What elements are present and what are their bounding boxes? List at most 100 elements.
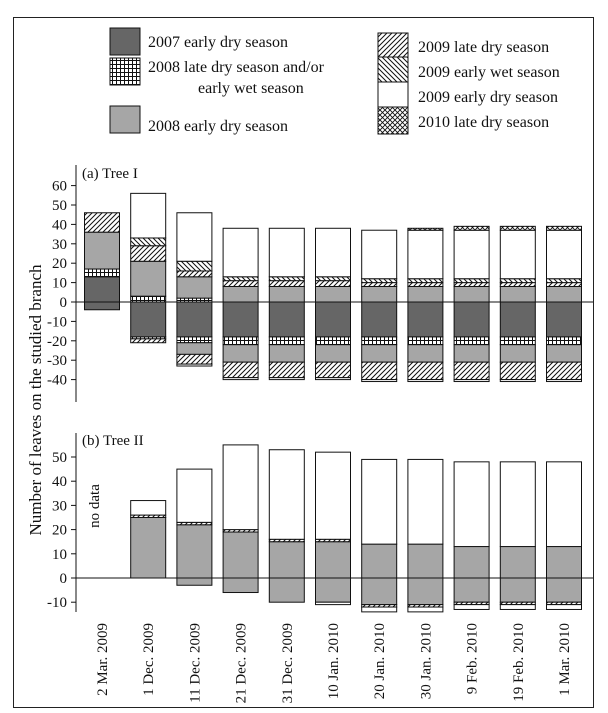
bar-seg-tree1-0-neg-e07 — [84, 301, 120, 311]
bar-seg-tree1-3-neg-l08 — [222, 336, 259, 346]
bar-seg-tree1-5-neg-l08 — [315, 336, 351, 346]
bar-seg-tree1-8-neg-e07 — [453, 301, 490, 338]
bar-seg-tree2-6-pos-e08 — [361, 543, 398, 579]
bar-seg-tree1-4-neg-l09 — [268, 361, 305, 379]
panel-label-tree1: (a) Tree I — [82, 166, 138, 182]
bar-seg-tree1-1-neg-l09 — [130, 338, 167, 344]
bar-seg-tree1-6-neg-l08 — [361, 336, 398, 346]
x-tick-label-7: 30 Jan. 2010 — [418, 623, 434, 699]
bar-seg-tree1-7-pos-l10 — [407, 227, 444, 231]
bar-seg-tree1-1-pos-l09 — [130, 245, 167, 262]
bar-seg-tree2-10-neg-e08 — [546, 577, 582, 603]
y-tick-label-tree1-60: 60 — [52, 179, 67, 195]
bar-seg-tree2-2-pos-d09 — [176, 468, 213, 523]
x-tick-label-1: 1 Dec. 2009 — [141, 623, 157, 696]
bar-seg-tree2-2-neg-e08 — [176, 577, 213, 586]
bar-seg-tree1-5-pos-w09 — [315, 276, 351, 282]
bar-seg-tree2-7-neg-e08 — [407, 577, 444, 606]
bar-seg-tree1-2-pos-w09 — [176, 260, 213, 272]
bar-seg-tree1-6-neg-d09 — [361, 379, 398, 383]
y-tick-label-tree1-10: 10 — [52, 276, 67, 292]
bar-seg-tree1-2-neg-e07 — [176, 301, 213, 338]
bar-seg-tree1-3-pos-l09 — [222, 280, 259, 287]
bars-tree1 — [84, 192, 582, 383]
y-tick-label-tree1--10: -10 — [47, 314, 67, 330]
x-tick-label-2: 11 Dec. 2009 — [187, 623, 203, 703]
bar-seg-tree1-7-pos-d09 — [407, 229, 444, 280]
bar-seg-tree2-6-pos-d09 — [361, 458, 398, 545]
x-tick-label-10: 1 Mar. 2010 — [557, 623, 573, 696]
bar-seg-tree1-0-pos-e08 — [84, 231, 120, 270]
bar-seg-tree1-5-pos-e08 — [315, 285, 351, 303]
bar-seg-tree1-6-pos-e08 — [361, 285, 398, 303]
bar-seg-tree1-2-pos-l08 — [176, 297, 213, 303]
bar-seg-tree2-6-neg-e08 — [361, 577, 398, 606]
bar-seg-tree1-7-pos-w09 — [407, 278, 444, 284]
bar-seg-tree2-5-neg-e08 — [315, 577, 351, 603]
legend-swatch-l10 — [377, 106, 409, 135]
bar-seg-tree1-6-pos-w09 — [361, 278, 398, 284]
bar-seg-tree1-7-neg-e07 — [407, 301, 444, 338]
x-tick-label-8: 9 Feb. 2010 — [465, 623, 481, 694]
bar-seg-tree2-8-neg-e08 — [453, 577, 490, 603]
bar-seg-tree1-4-neg-e07 — [268, 301, 305, 338]
bar-seg-tree1-5-neg-d09 — [315, 377, 351, 381]
bar-seg-tree1-1-pos-e08 — [130, 260, 167, 297]
bar-seg-tree1-9-pos-l10 — [499, 225, 536, 231]
bar-seg-tree2-9-pos-e08 — [499, 546, 536, 579]
bar-seg-tree2-7-neg-d09 — [407, 606, 444, 613]
bar-seg-tree1-9-neg-d09 — [499, 379, 536, 383]
bar-seg-tree1-4-neg-e08 — [268, 344, 305, 363]
bar-seg-tree1-8-pos-d09 — [453, 229, 490, 280]
bar-seg-tree1-5-neg-e08 — [315, 344, 351, 363]
y-tick-label-tree1-40: 40 — [52, 217, 67, 233]
bar-seg-tree1-7-neg-e08 — [407, 344, 444, 363]
bar-seg-tree2-3-neg-e08 — [222, 577, 259, 594]
y-tick-label-tree2-10: 10 — [52, 547, 67, 563]
bar-seg-tree1-8-pos-e08 — [453, 285, 490, 303]
bar-seg-tree2-6-neg-d09 — [361, 606, 398, 613]
y-tick-label-tree1--30: -30 — [47, 353, 67, 369]
bar-seg-tree2-3-pos-e08 — [222, 531, 259, 579]
x-tick-label-4: 31 Dec. 2009 — [280, 623, 296, 703]
bar-seg-tree2-7-pos-d09 — [407, 458, 444, 545]
bar-seg-tree1-7-neg-l09 — [407, 361, 444, 381]
bar-seg-tree2-10-neg-d09 — [546, 604, 582, 610]
y-tick-label-tree1--20: -20 — [47, 334, 67, 350]
bar-seg-tree1-9-pos-l09 — [499, 282, 536, 287]
bar-seg-tree1-0-pos-e07 — [84, 276, 120, 303]
bar-seg-tree2-8-pos-d09 — [453, 461, 490, 548]
bar-seg-tree1-3-neg-l09 — [222, 361, 259, 379]
bar-seg-tree2-2-pos-e08 — [176, 524, 213, 579]
legend-label-l08-line2: early wet season — [198, 80, 304, 97]
bar-seg-tree1-0-pos-l09 — [84, 212, 120, 233]
y-tick-label-tree2-50: 50 — [52, 450, 67, 466]
y-tick-label-tree2-40: 40 — [52, 474, 67, 490]
bar-seg-tree2-9-neg-e08 — [499, 577, 536, 603]
bar-seg-tree2-8-pos-e08 — [453, 546, 490, 579]
bar-seg-tree1-7-neg-d09 — [407, 379, 444, 383]
bars-tree2 — [130, 444, 582, 613]
bar-seg-tree1-1-pos-w09 — [130, 237, 167, 247]
y-tick-label-tree1-20: 20 — [52, 256, 67, 272]
bar-seg-tree1-10-neg-d09 — [546, 379, 582, 383]
y-tick-label-tree1--40: -40 — [47, 373, 67, 389]
legend-label-l08: 2008 late dry season and/or — [148, 59, 325, 76]
x-tick-label-5: 10 Jan. 2010 — [326, 623, 342, 699]
bar-seg-tree2-8-neg-d09 — [453, 604, 490, 610]
bar-seg-tree1-0-pos-l08 — [84, 268, 120, 278]
legend-label-e08: 2008 early dry season — [148, 118, 288, 135]
bar-seg-tree1-3-neg-d09 — [222, 377, 259, 381]
bar-seg-tree1-5-neg-e07 — [315, 301, 351, 338]
legend-label-l10: 2010 late dry season — [418, 114, 549, 131]
bar-seg-tree2-1-pos-e08 — [130, 517, 167, 579]
bar-seg-tree1-4-pos-d09 — [268, 227, 305, 278]
bar-seg-tree2-4-pos-d09 — [268, 449, 305, 540]
bar-seg-tree2-4-pos-e08 — [268, 541, 305, 579]
plot-area: 60 50 40 30 20 10 0 -10 -20 -30 -40 (a) Tree I 50 40 3… — [47, 165, 593, 613]
bar-seg-tree1-5-pos-d09 — [315, 227, 351, 278]
bar-seg-tree2-5-neg-d09 — [315, 601, 351, 606]
y-axis-label: Number of leaves on the studied branch — [26, 264, 45, 535]
bar-seg-tree1-4-neg-l08 — [268, 336, 305, 346]
